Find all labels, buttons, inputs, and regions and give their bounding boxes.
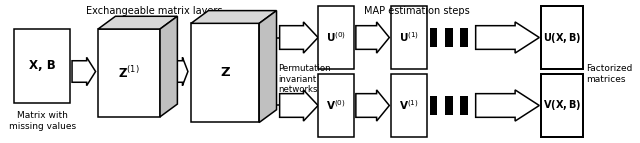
Bar bbox=[541, 74, 583, 137]
Text: Factorized
matrices: Factorized matrices bbox=[586, 64, 632, 84]
Text: X, B: X, B bbox=[29, 59, 56, 72]
Text: Permutation
invariant
networks: Permutation invariant networks bbox=[278, 64, 330, 94]
Polygon shape bbox=[173, 57, 188, 86]
Text: $\mathbf{V(X, B)}$: $\mathbf{V(X, B)}$ bbox=[543, 99, 581, 113]
Bar bbox=[15, 29, 70, 103]
Bar bbox=[541, 6, 583, 69]
Bar bbox=[170, 63, 172, 80]
Bar bbox=[460, 96, 468, 115]
Bar bbox=[98, 29, 160, 117]
Polygon shape bbox=[191, 11, 276, 23]
Text: $\mathbf{U}^{(1)}$: $\mathbf{U}^{(1)}$ bbox=[399, 31, 419, 44]
Bar bbox=[391, 74, 427, 137]
Bar bbox=[166, 63, 168, 80]
Polygon shape bbox=[280, 22, 318, 53]
Text: $\mathbf{U(X, B)}$: $\mathbf{U(X, B)}$ bbox=[543, 30, 582, 44]
Polygon shape bbox=[356, 22, 389, 53]
Bar bbox=[445, 28, 452, 47]
Bar bbox=[163, 63, 165, 80]
Polygon shape bbox=[259, 11, 276, 123]
Polygon shape bbox=[280, 90, 318, 121]
Text: $\mathbf{V}^{(1)}$: $\mathbf{V}^{(1)}$ bbox=[399, 99, 419, 112]
Polygon shape bbox=[98, 16, 177, 29]
Text: $\mathbf{U}^{(0)}$: $\mathbf{U}^{(0)}$ bbox=[326, 31, 346, 44]
Bar bbox=[429, 96, 437, 115]
Polygon shape bbox=[476, 90, 540, 121]
Bar bbox=[191, 23, 259, 123]
Text: $\mathbf{Z}$: $\mathbf{Z}$ bbox=[220, 66, 230, 79]
Bar bbox=[391, 6, 427, 69]
Bar bbox=[429, 28, 437, 47]
Bar bbox=[460, 28, 468, 47]
Polygon shape bbox=[72, 57, 95, 86]
Text: $\mathbf{V}^{(0)}$: $\mathbf{V}^{(0)}$ bbox=[326, 99, 346, 112]
Bar bbox=[318, 6, 354, 69]
Polygon shape bbox=[160, 16, 177, 117]
Polygon shape bbox=[356, 90, 389, 121]
Text: MAP estimation steps: MAP estimation steps bbox=[364, 6, 470, 16]
Text: Exchangeable matrix layers: Exchangeable matrix layers bbox=[86, 6, 222, 16]
Text: $\mathbf{Z}^{(1)}$: $\mathbf{Z}^{(1)}$ bbox=[118, 65, 140, 81]
Polygon shape bbox=[476, 22, 540, 53]
Text: Matrix with
missing values: Matrix with missing values bbox=[9, 111, 76, 131]
Bar bbox=[445, 96, 452, 115]
Bar bbox=[318, 74, 354, 137]
